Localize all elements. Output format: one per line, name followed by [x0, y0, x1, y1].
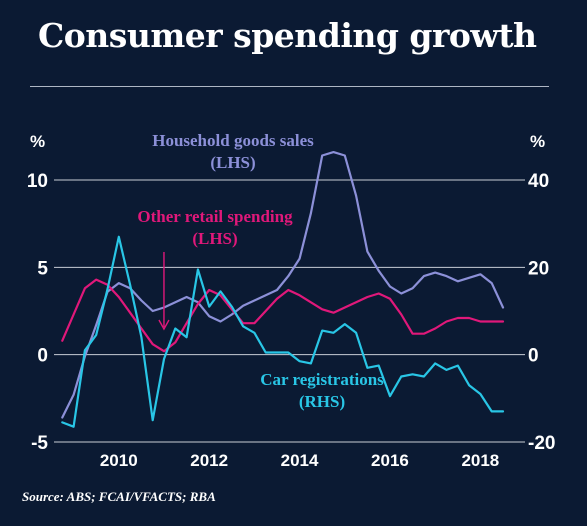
- right-tick-label: -20: [528, 433, 555, 454]
- title-rule: [30, 86, 549, 87]
- x-tick-label: 2010: [100, 451, 138, 470]
- left-unit-label: %: [30, 132, 45, 151]
- car-label-line: Car registrations: [260, 370, 384, 389]
- retail-label: Other retail spending (LHS): [137, 207, 293, 248]
- car-label: Car registrations (RHS): [260, 370, 384, 411]
- x-tick-label: 2014: [281, 451, 319, 470]
- series-line-household: [61, 151, 505, 419]
- series-labels: Household goods sales (LHS)Other retail s…: [137, 131, 384, 411]
- right-tick-label: 40: [528, 171, 549, 192]
- retail-label-line: (LHS): [192, 229, 237, 248]
- left-tick-labels: 10 5 0 -5: [27, 171, 49, 454]
- series-line-car: [61, 235, 505, 428]
- x-tick-label: 2016: [371, 451, 409, 470]
- right-tick-labels: 40 20 0 -20: [528, 171, 555, 454]
- left-tick-label: 5: [37, 258, 48, 279]
- series-lines: [61, 151, 505, 428]
- right-tick-label: 0: [528, 346, 539, 367]
- left-tick-label: -5: [31, 433, 48, 454]
- household-label: Household goods sales (LHS): [152, 131, 314, 172]
- right-unit-label: %: [530, 132, 545, 151]
- x-tick-label: 2018: [461, 451, 499, 470]
- chart-title: Consumer spending growth: [38, 16, 537, 55]
- left-tick-label: 10: [27, 171, 48, 192]
- household-label-line: (LHS): [210, 153, 255, 172]
- axis-units: %%: [30, 132, 545, 151]
- household-label-line: Household goods sales: [152, 131, 314, 150]
- source-note: Source: ABS; FCAI/VFACTS; RBA: [22, 489, 216, 504]
- retail-label-line: Other retail spending: [137, 207, 293, 226]
- series-line-retail: [61, 278, 505, 353]
- left-tick-label: 0: [37, 346, 48, 367]
- right-tick-label: 20: [528, 258, 549, 279]
- bottom-edge: [0, 526, 587, 530]
- x-tick-labels: 2010 2012 2014 2016 2018: [100, 451, 499, 470]
- car-label-line: (RHS): [299, 392, 345, 411]
- x-tick-label: 2012: [190, 451, 228, 470]
- retail-arrow-head: [158, 319, 170, 331]
